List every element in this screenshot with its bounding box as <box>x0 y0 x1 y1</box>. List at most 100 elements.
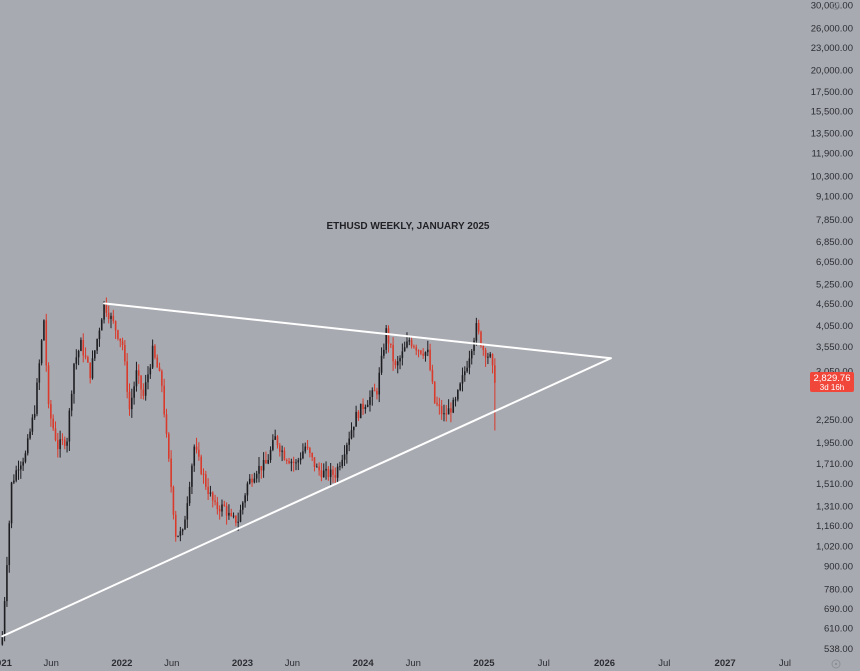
candle <box>172 485 175 520</box>
candle-body <box>350 430 353 439</box>
candle-body <box>320 470 323 478</box>
y-tick-label: 690.00 <box>824 604 853 615</box>
candle <box>135 361 138 392</box>
candle-body <box>470 350 473 359</box>
candle-body <box>218 509 221 512</box>
candle <box>165 408 168 438</box>
candle-body <box>447 408 450 415</box>
candle-body <box>168 433 170 459</box>
candle <box>174 510 177 542</box>
candle-body <box>89 362 91 379</box>
y-tick-label: 13,500.00 <box>811 128 853 139</box>
candle <box>36 378 38 417</box>
candle <box>378 367 381 403</box>
candle <box>265 451 267 464</box>
candle <box>33 405 36 420</box>
candle-body <box>177 535 179 537</box>
candle <box>281 445 283 462</box>
candle-body <box>165 414 168 434</box>
x-tick-label: 2025 <box>473 658 495 669</box>
candle-body <box>329 469 332 478</box>
candle <box>209 485 212 497</box>
trendline-support <box>1 357 612 638</box>
candle-body <box>133 386 135 398</box>
candle-body <box>140 375 142 390</box>
candle-body <box>66 441 68 446</box>
candle-body <box>198 449 200 457</box>
candle-body <box>214 500 216 503</box>
candle <box>188 481 191 506</box>
candle <box>494 358 496 431</box>
candle-body <box>202 473 205 475</box>
candle <box>214 494 216 506</box>
y-tick-label: 780.00 <box>824 584 853 595</box>
candle-body <box>468 358 471 368</box>
candle-body <box>422 353 424 356</box>
x-tick-label: Jun <box>285 658 300 669</box>
candle-body <box>107 312 110 320</box>
candle <box>91 350 94 380</box>
candle <box>355 405 357 427</box>
candle <box>445 404 448 422</box>
candle-body <box>248 478 251 484</box>
candle-body <box>334 474 337 478</box>
candle-body <box>318 466 320 471</box>
candle <box>77 349 80 366</box>
candle <box>223 500 226 507</box>
candle-body <box>22 461 24 466</box>
candle-body <box>295 462 297 464</box>
x-tick-label: 2026 <box>594 658 615 669</box>
candle-body <box>26 438 29 454</box>
candle <box>457 389 459 402</box>
candle <box>131 388 133 418</box>
candle <box>269 446 272 463</box>
candle <box>59 430 61 458</box>
y-tick-label: 17,500.00 <box>811 87 853 98</box>
candle <box>52 414 54 431</box>
candle-body <box>269 449 272 460</box>
candle <box>399 355 401 370</box>
candle <box>438 397 441 415</box>
candle <box>401 343 404 366</box>
candle <box>461 367 464 392</box>
candle-body <box>135 370 138 387</box>
candle <box>482 343 485 356</box>
candle <box>318 462 320 476</box>
candle <box>422 348 424 359</box>
candle-body <box>87 357 89 363</box>
candle-body <box>63 439 66 446</box>
candle-body <box>31 417 34 432</box>
candle <box>94 350 96 362</box>
candle-body <box>128 391 131 410</box>
crosshair-target-icon[interactable] <box>832 2 840 10</box>
candle <box>279 442 281 457</box>
candle-body <box>311 453 313 458</box>
candle <box>13 474 15 485</box>
candle <box>251 474 253 487</box>
candle <box>195 437 198 454</box>
candle <box>366 400 369 408</box>
candle-body <box>114 321 117 331</box>
candle <box>322 463 325 478</box>
candle-body <box>121 341 124 345</box>
candle <box>420 349 422 356</box>
candle <box>320 462 323 482</box>
candle <box>124 339 126 366</box>
candle-body <box>24 453 27 462</box>
candle-body <box>480 331 482 346</box>
candle-body <box>315 466 318 468</box>
candle <box>193 444 196 472</box>
candle-body <box>426 349 429 353</box>
candle <box>417 349 420 358</box>
candle-body <box>336 466 339 478</box>
settings-icon[interactable] <box>831 659 841 669</box>
candle-body <box>230 512 233 516</box>
candle <box>70 390 73 417</box>
candle <box>98 327 101 347</box>
candle-body <box>119 338 122 342</box>
candle <box>258 457 260 483</box>
candle <box>332 465 334 483</box>
candle <box>373 383 376 392</box>
candle <box>288 457 290 465</box>
